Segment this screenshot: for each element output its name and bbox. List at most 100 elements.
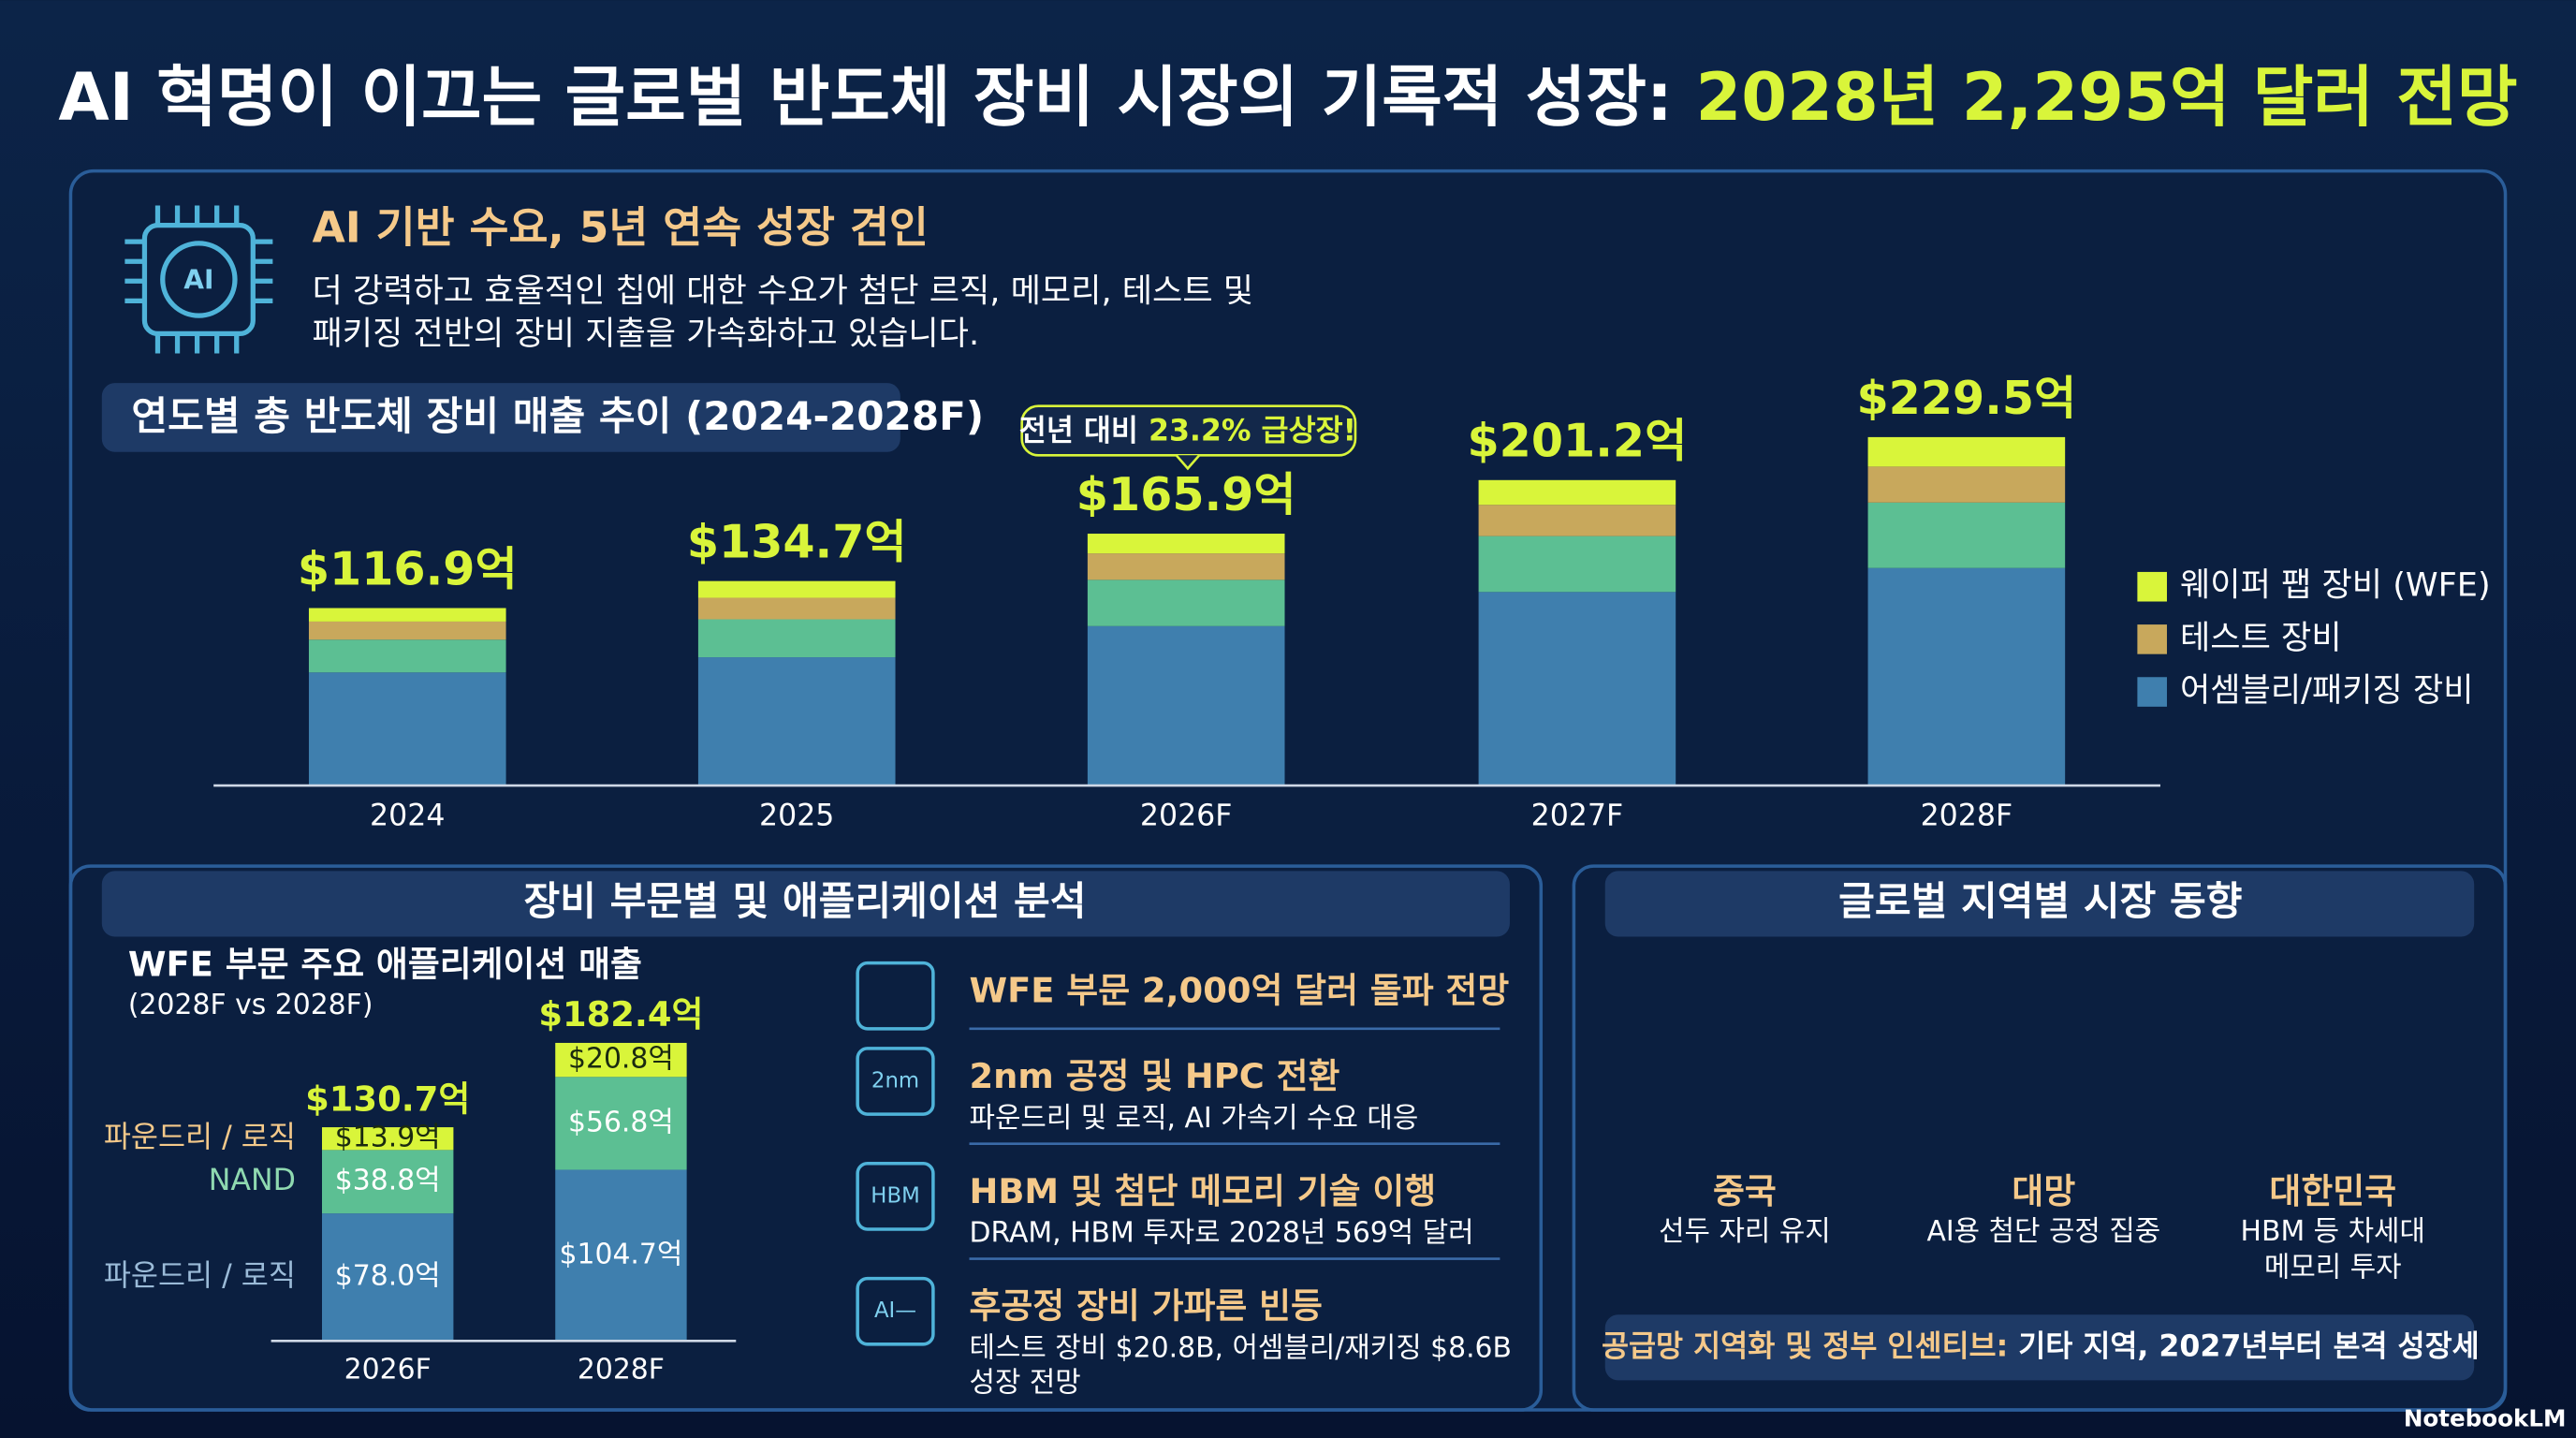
icon-label: AI bbox=[183, 264, 213, 295]
title-main: AI 혁명이 이끄는 글로벌 반도체 장비 시장의 기록적 성장: bbox=[58, 59, 1673, 136]
bar-segment bbox=[1867, 502, 2066, 568]
icon-label: HBM bbox=[871, 1183, 919, 1208]
bar-segment bbox=[308, 608, 506, 622]
legend-label: 어셈블리/패키징 장비 bbox=[2180, 671, 2474, 710]
bar-segment bbox=[1087, 534, 1285, 554]
icon-label: 2nm bbox=[871, 1069, 919, 1093]
callout-pointer bbox=[1175, 454, 1201, 471]
item-icon bbox=[856, 1047, 935, 1116]
x-tick-label: 2026F bbox=[344, 1353, 432, 1386]
bar-segment bbox=[1478, 479, 1676, 506]
segment-label: $104.7억 bbox=[560, 1238, 683, 1270]
series-label: NAND bbox=[209, 1164, 296, 1197]
series-label: 파운드리 / 로직 bbox=[104, 1121, 296, 1154]
region-note: 공급망 지역화 및 정부 인센티브: 기타 지역, 2027년부터 본격 성장세 bbox=[1602, 1329, 2480, 1363]
note-bold: 공급망 지역화 및 정부 인센티브: bbox=[1602, 1329, 2008, 1363]
note-rest: 기타 지역, 2027년부터 본격 성장세 bbox=[2018, 1329, 2479, 1363]
item-title: 후공정 장비 가파른 빈등 bbox=[970, 1286, 1323, 1327]
bar-segment bbox=[697, 619, 896, 658]
legend-label: 테스트 장비 bbox=[2180, 619, 2342, 657]
bar-segment bbox=[322, 1150, 454, 1214]
note-pill bbox=[1604, 1314, 2475, 1381]
summary-line: 패키징 전반의 장비 지출을 가속화하고 있습니다. bbox=[312, 315, 979, 353]
item-title: HBM 및 첨단 메모리 기술 이행 bbox=[970, 1171, 1437, 1211]
bar-segment bbox=[697, 580, 896, 598]
chart-title: 연도별 총 반도체 장비 매출 추이 (2024-2028F) bbox=[131, 393, 984, 439]
total-label: $134.7억 bbox=[687, 515, 907, 569]
legend-swatch bbox=[2137, 624, 2167, 654]
legend-label: 웨이퍼 팹 장비 (WFE) bbox=[2180, 566, 2491, 605]
section-pill bbox=[101, 871, 1510, 937]
bar-segment bbox=[308, 639, 506, 673]
bar-segment bbox=[308, 672, 506, 786]
bar-segment bbox=[1867, 436, 2066, 467]
x-tick-label: 2027F bbox=[1531, 799, 1624, 832]
callout: 전년 대비 23.2% 급상장! bbox=[1019, 415, 1356, 448]
total-label: $165.9억 bbox=[1076, 467, 1296, 521]
item-icon bbox=[856, 961, 935, 1031]
bar-segment bbox=[1087, 625, 1285, 786]
region-line: 선두 자리 유지 bbox=[1659, 1215, 1831, 1248]
region-name: 대한민국 bbox=[2269, 1171, 2396, 1211]
segment-panel bbox=[68, 864, 1544, 1412]
page-title: AI 혁명이 이끄는 글로벌 반도체 장비 시장의 기록적 성장: 2028년 … bbox=[58, 59, 2517, 136]
region-name: 중국 bbox=[1713, 1171, 1777, 1211]
segment-label: $38.8억 bbox=[335, 1165, 441, 1197]
callout-prefix: 전년 대비 bbox=[1019, 415, 1138, 448]
item-icon bbox=[856, 1162, 935, 1231]
footer-brand: NotebookLM bbox=[2404, 1405, 2567, 1432]
title-highlight: 2028년 2,295억 달러 전망 bbox=[1695, 59, 2517, 136]
x-tick-label: 2028F bbox=[578, 1353, 665, 1386]
chart-title: WFE 부문 주요 애플리케이션 매출 bbox=[128, 945, 642, 985]
total-label: $229.5억 bbox=[1856, 371, 2076, 425]
series-label: 파운드리 / 로직 bbox=[104, 1259, 296, 1293]
total-label: $182.4억 bbox=[538, 994, 703, 1034]
item-line: DRAM, HBM 투자로 2028년 569억 달러 bbox=[970, 1217, 1474, 1250]
bar-segment bbox=[1867, 567, 2066, 786]
region-line: 메모리 투자 bbox=[2264, 1252, 2402, 1284]
summary-title: AI 기반 수요, 5년 연속 성장 견인 bbox=[312, 202, 928, 252]
bar-segment bbox=[555, 1042, 687, 1078]
icon-label: AI— bbox=[874, 1299, 916, 1323]
bar-segment bbox=[1478, 592, 1676, 786]
item-line: 테스트 장비 $20.8B, 어셈블리/재키징 $8.6B bbox=[970, 1332, 1512, 1365]
total-label: $201.2억 bbox=[1468, 414, 1688, 468]
segment-label: $20.8억 bbox=[568, 1043, 674, 1076]
bar-segment bbox=[1478, 505, 1676, 536]
region-panel bbox=[1572, 864, 2508, 1412]
region-name: 대망 bbox=[2012, 1171, 2075, 1211]
section-pill bbox=[1604, 871, 2475, 937]
summary-line: 더 강력하고 효율적인 칩에 대한 수요가 첨단 르직, 메모리, 테스트 및 bbox=[312, 272, 1253, 311]
x-tick-label: 2026F bbox=[1140, 799, 1233, 832]
bar-segment bbox=[322, 1127, 454, 1151]
bar-segment bbox=[697, 657, 896, 786]
segment-label: $56.8억 bbox=[568, 1106, 674, 1138]
item-line: 파운드리 및 로직, AI 가속기 수요 대응 bbox=[970, 1102, 1419, 1135]
bar-segment bbox=[555, 1169, 687, 1342]
x-tick-label: 2025 bbox=[759, 799, 834, 832]
item-title: WFE 부문 2,000억 달러 돌파 전망 bbox=[970, 971, 1510, 1011]
section-title: 장비 부문별 및 애플리케이션 분석 bbox=[523, 878, 1086, 924]
bar-segment bbox=[322, 1213, 454, 1342]
bar-segment bbox=[1087, 553, 1285, 580]
total-label: $116.9억 bbox=[298, 541, 518, 595]
bar-segment bbox=[555, 1077, 687, 1170]
legend-swatch bbox=[2137, 571, 2167, 602]
bar-segment bbox=[697, 597, 896, 620]
item-title: 2nm 공정 및 HPC 전환 bbox=[970, 1056, 1340, 1096]
bar-segment bbox=[1867, 466, 2066, 503]
item-icon bbox=[856, 1276, 935, 1346]
region-line: AI용 첨단 공정 집중 bbox=[1926, 1215, 2160, 1248]
bar-segment bbox=[1478, 536, 1676, 593]
callout-highlight: 23.2% 급상장! bbox=[1149, 415, 1356, 448]
bar-segment bbox=[308, 621, 506, 640]
section-title: 글로벌 지역별 시장 동향 bbox=[1838, 878, 2242, 924]
chart-subtitle: (2028F vs 2028F) bbox=[128, 989, 373, 1021]
total-label: $130.7억 bbox=[305, 1078, 470, 1119]
segment-label: $78.0억 bbox=[335, 1260, 441, 1293]
x-tick-label: 2024 bbox=[370, 799, 445, 832]
legend-swatch bbox=[2137, 677, 2167, 707]
x-tick-label: 2028F bbox=[1921, 799, 2013, 832]
bar-segment bbox=[1087, 580, 1285, 626]
